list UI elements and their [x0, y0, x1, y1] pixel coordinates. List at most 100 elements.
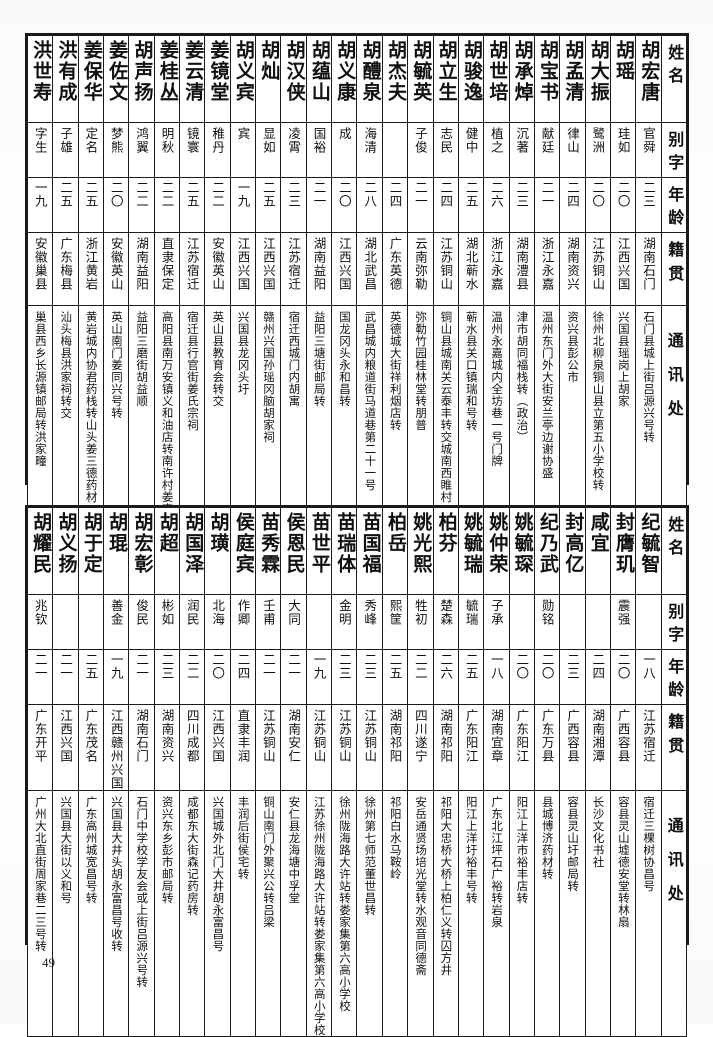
cell-alias: 勋铭	[533, 594, 561, 650]
cell-origin: 直隶保定	[153, 232, 181, 306]
cell-alias: 官舜	[635, 122, 662, 178]
cell-name: 胡国泽	[179, 507, 206, 595]
cell-addr: 益阳三磨街胡益顺	[128, 305, 155, 523]
addr-text: 铜山县城南关云泰丰转交城南西睢村	[439, 311, 454, 503]
cell-addr: 蕲水县关口镇瑞和号转	[457, 305, 485, 523]
cell-alias	[635, 594, 662, 650]
cell-origin: 广西容县	[609, 704, 637, 791]
cell-age: 一九	[26, 177, 54, 233]
cell-alias: 俊民	[128, 594, 155, 650]
cell-origin: 湖南湘潭	[584, 704, 611, 791]
addr-text: 宿迁三棵树协昌号	[642, 796, 657, 892]
addr-text: 石门中学校学友会或上街吕源兴号转	[135, 796, 150, 988]
cell-age: 二〇	[508, 649, 535, 705]
origin-text: 江西兴国	[615, 237, 631, 291]
cell-alias: 珪如	[609, 122, 637, 178]
alias-text: 镜寰	[184, 127, 200, 154]
alias-text: 作卿	[235, 599, 251, 626]
origin-text: 江苏宿迁	[184, 237, 200, 291]
cell-age: 一八	[483, 649, 510, 705]
cell-addr: 阳江上洋圩裕丰号转	[457, 790, 485, 1037]
age-text: 二一	[286, 653, 302, 680]
cell-alias: 熙筐	[381, 594, 409, 650]
age-text: 二〇	[514, 653, 530, 680]
cell-age: 二四	[559, 177, 586, 233]
cell-name: 柏芬	[432, 507, 459, 595]
cell-alias: 明秋	[153, 122, 181, 178]
cell-alias: 秀峰	[356, 594, 383, 650]
cell-alias: 成	[331, 122, 358, 178]
cell-age: 二〇	[609, 177, 637, 233]
age-text: 二四	[387, 181, 403, 208]
cell-name: 姜镜堂	[204, 35, 231, 123]
cell-addr: 徐州第七师范董世昌转	[356, 790, 383, 1037]
cell-origin: 江苏铜山	[356, 704, 383, 791]
cell-origin: 湖北蕲水	[457, 232, 485, 306]
age-text: 二五	[184, 181, 200, 208]
origin-text: 广西容县	[615, 709, 631, 763]
cell-name: 胡义宾	[229, 35, 257, 123]
cell-name: 侯庭宾	[229, 507, 257, 595]
cell-addr: 石门中学校学友会或上街吕源兴号转	[128, 790, 155, 1037]
origin-text: 浙江永嘉	[488, 237, 504, 291]
cell-origin: 安徽英山	[103, 232, 130, 306]
cell-addr: 资兴县彭公市	[559, 305, 586, 523]
name-text: 侯恩民	[283, 512, 306, 575]
cell-origin: 广东阳江	[457, 704, 485, 791]
cell-addr: 江苏徐州陇海路大许站转娄家集第六高小学校	[305, 790, 333, 1037]
cell-addr: 赣州兴国孙瑶冈脑胡家祠	[255, 305, 282, 523]
name-text: 苗世平	[308, 512, 331, 575]
age-text: 二六	[488, 181, 504, 208]
cell-addr: 安仁县龙海塘中孚堂	[280, 790, 307, 1037]
cell-age: 二四	[584, 649, 611, 705]
row-alias: 兆钦 善金 俊民 彬如 润民 北海 作卿 壬甫 大同 金明 秀峰 熙筐 牲初 楚森 毓瑞 子承 勋铭 震强 别字	[26, 594, 688, 650]
cell-addr: 兴国城外北门大井胡永富昌号	[204, 790, 231, 1037]
cell-name: 胡声扬	[128, 35, 155, 123]
name-text: 姜佐文	[106, 40, 129, 103]
origin-text: 广东万县	[539, 709, 555, 763]
cell-name: 洪有成	[52, 35, 79, 123]
name-text: 胡大振	[587, 40, 610, 103]
cell-alias: 金明	[331, 594, 358, 650]
alias-text: 北海	[210, 599, 226, 626]
alias-text: 宾	[235, 127, 251, 141]
name-text: 胡琨	[106, 512, 129, 554]
name-text: 胡骏逸	[460, 40, 483, 103]
name-text: 胡于定	[80, 512, 103, 575]
cell-addr: 安岳通贤场培光堂转水观音同德斋	[407, 790, 434, 1037]
name-text: 姚毓琛	[511, 512, 534, 575]
cell-age: 二一	[52, 649, 79, 705]
registry-table-1: 洪世寿 洪有成 姜保华 姜佐文 胡声扬 姜桂丛 姜云清 姜镜堂 胡义宾 胡灿 胡汉侠 胡蕴山 胡义康 胡醴…	[25, 33, 689, 523]
cell-origin: 湖南祁阳	[432, 704, 459, 791]
cell-age: 二二	[128, 177, 155, 233]
name-text: 胡瑶	[613, 40, 636, 82]
cell-origin: 湖南资兴	[153, 704, 181, 791]
cell-age: 二三	[559, 649, 586, 705]
addr-text: 兴国县大街以义和号	[59, 796, 74, 904]
alias-text: 鹭洲	[590, 127, 606, 154]
cell-addr: 兴国县大街以义和号	[52, 790, 79, 1037]
name-text: 胡宝书	[537, 40, 560, 103]
age-text: 二一	[32, 653, 48, 680]
alias-text: 鸿翼	[134, 127, 150, 154]
cell-age: 二二	[407, 649, 434, 705]
age-text: 二六	[438, 653, 454, 680]
addr-text: 益阳三磨街胡益顺	[135, 311, 150, 407]
cell-addr: 徐州北柳泉铜山县立第五小学校转	[584, 305, 611, 523]
cell-origin: 江西兴国	[609, 232, 637, 306]
cell-origin: 广东万县	[533, 704, 561, 791]
name-text: 胡宏彰	[131, 512, 154, 575]
cell-age: 二四	[432, 177, 459, 233]
cell-age: 二五	[77, 177, 105, 233]
row-origin: 安徽巢县 广东梅县 浙江黄岩 安徽英山 湖南益阳 直隶保定 江苏宿迁 安徽英山 江西兴国 江西兴国…	[26, 232, 688, 306]
origin-text: 湖北蕲水	[463, 237, 479, 291]
cell-age: 二六	[483, 177, 510, 233]
age-text: 二二	[210, 181, 226, 208]
cell-addr: 祁阳大忠桥大桥上柏仁义转囚方井	[432, 790, 459, 1037]
cell-alias: 梦熊	[103, 122, 130, 178]
cell-name: 胡骏逸	[457, 35, 485, 123]
cell-origin: 湖南祁阳	[381, 704, 409, 791]
row-alias: 字生 子雄 定名 梦熊 鸿翼 明秋 镜寰 稚丹宾显如 凌霄 国裕成海清 子俊 志民 健中 植之 沉著 献廷 律山…	[26, 122, 688, 178]
age-text: 二一	[311, 181, 327, 208]
cell-age: 二〇	[103, 177, 130, 233]
